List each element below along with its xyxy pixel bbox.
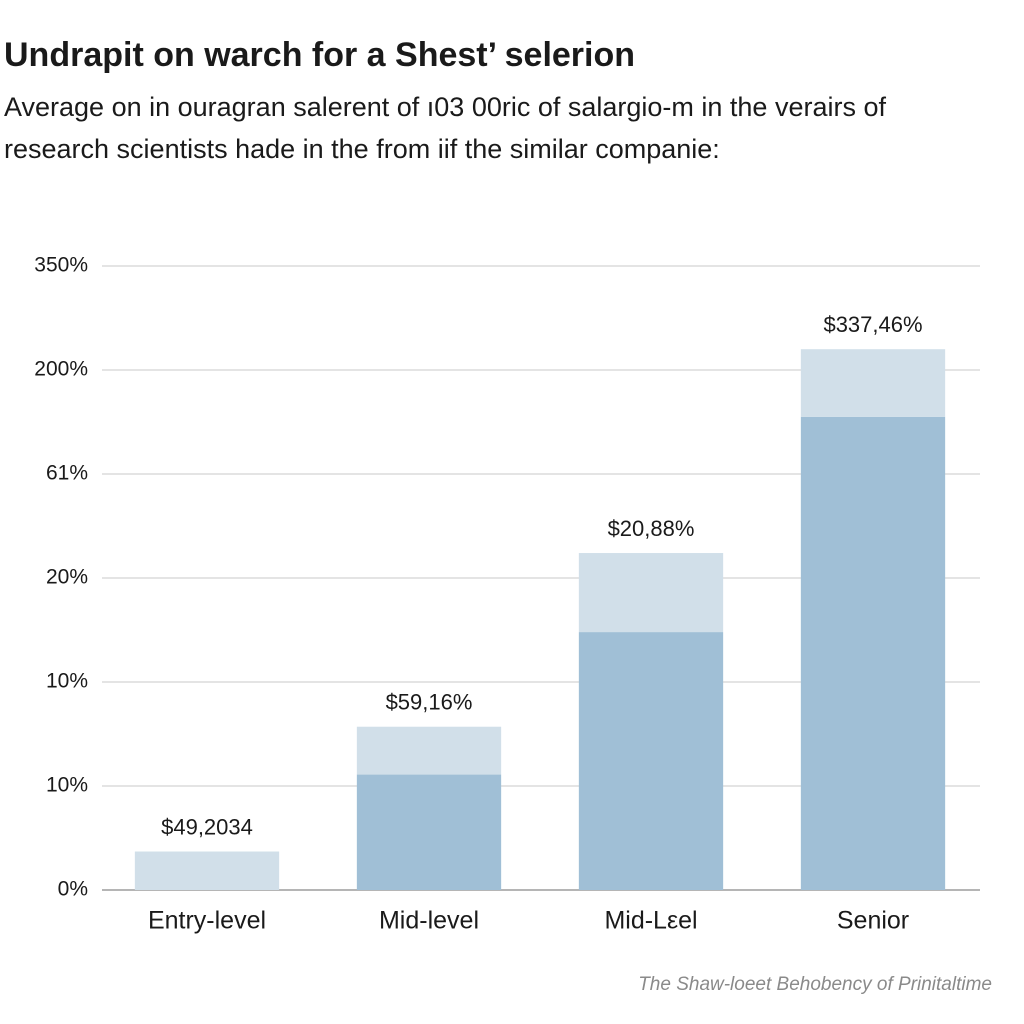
bar-segment <box>356 774 502 890</box>
bar-segment <box>578 632 724 890</box>
bar-segment <box>134 851 280 890</box>
bar-label: $20,88% <box>608 516 695 541</box>
chart-title: Undrapit on warch for a Shest’ selerion <box>4 36 635 74</box>
bar-segment <box>800 416 946 890</box>
x-tick-label: Entry-level <box>148 907 266 935</box>
x-tick-label: Mid-level <box>379 907 479 935</box>
y-tick-label: 10% <box>46 774 88 797</box>
x-tick-label: Mid-Lεel <box>604 907 697 935</box>
y-tick-label: 61% <box>46 462 88 485</box>
y-tick-label: 0% <box>58 878 88 901</box>
x-tick-label: Senior <box>837 907 909 935</box>
y-tick-label: 20% <box>46 566 88 589</box>
bar-label: $59,16% <box>386 690 473 715</box>
bar-segment <box>800 349 946 417</box>
y-tick-label: 10% <box>46 670 88 693</box>
y-tick-label: 200% <box>34 358 88 381</box>
bar-segment <box>578 553 724 633</box>
chart-subtitle: research scientists hade in the from iif… <box>4 134 720 164</box>
bar-segment <box>356 726 502 775</box>
bar-label: $49,2034 <box>161 814 253 839</box>
bar-label: $337,46% <box>823 312 922 337</box>
footer: The Shaw-loeet Behobency of Prinitaltime <box>638 974 992 995</box>
y-tick-label: 350% <box>34 254 88 277</box>
chart-subtitle: Average on in ouragran salerent of ı03 0… <box>4 92 886 122</box>
